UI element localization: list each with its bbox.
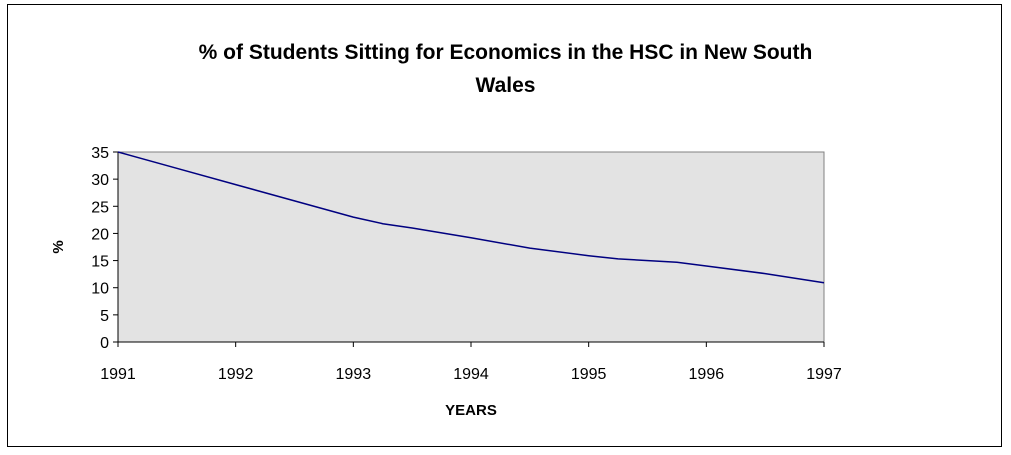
y-tick-label: 0 <box>100 335 109 352</box>
plot-area <box>117 151 825 343</box>
x-tick-label: 1997 <box>806 366 842 383</box>
y-tick-label: 10 <box>91 281 109 298</box>
x-tick-label: 1992 <box>218 366 254 383</box>
chart-title-line-1: % of Students Sitting for Economics in t… <box>198 41 813 64</box>
chart-title: % of Students Sitting for Economics in t… <box>0 36 1011 102</box>
x-tick-label: 1991 <box>100 366 136 383</box>
x-axis-title: YEARS <box>445 402 497 419</box>
x-tick-label: 1995 <box>571 366 607 383</box>
y-tick-label: 20 <box>91 226 109 243</box>
x-tick-label: 1996 <box>689 366 725 383</box>
y-tick-label: 15 <box>91 254 109 271</box>
y-tick-label: 25 <box>91 199 109 216</box>
series-line <box>117 151 825 284</box>
y-axis-title: % <box>50 240 67 253</box>
chart-title-line-2: Wales <box>475 74 536 97</box>
x-axis-ticks: 1991 1992 1993 1994 1995 1996 1997 <box>100 342 842 383</box>
y-tick-label: 5 <box>100 308 109 325</box>
x-tick-label: 1993 <box>336 366 372 383</box>
y-tick-label: 30 <box>91 172 109 189</box>
x-tick-label: 1994 <box>453 366 489 383</box>
y-axis-ticks: 0 5 10 15 20 25 30 35 <box>91 145 118 352</box>
y-tick-label: 35 <box>91 145 109 162</box>
